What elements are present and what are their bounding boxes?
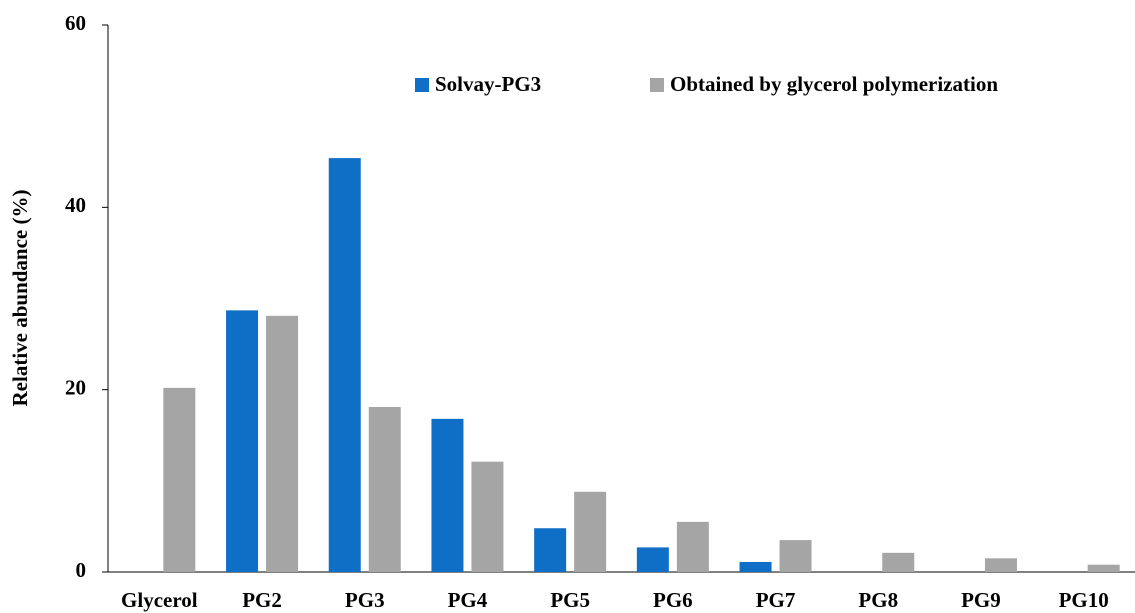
bar xyxy=(882,552,915,572)
bar xyxy=(984,558,1017,572)
x-tick-label: PG6 xyxy=(653,588,693,612)
bar xyxy=(676,521,709,572)
x-tick-label: PG8 xyxy=(858,588,898,612)
bar xyxy=(431,418,464,572)
legend-label: Obtained by glycerol polymerization xyxy=(670,72,998,96)
y-tick-label: 20 xyxy=(65,375,86,399)
x-tick-label: PG2 xyxy=(242,588,282,612)
bar xyxy=(163,387,196,572)
bar xyxy=(266,315,299,572)
x-tick-label: PG4 xyxy=(448,588,488,612)
bar xyxy=(368,406,401,572)
bar xyxy=(471,461,504,572)
bar xyxy=(1087,564,1120,572)
bar xyxy=(636,547,669,572)
bar xyxy=(534,528,567,572)
y-tick-label: 40 xyxy=(65,193,86,217)
legend-swatch xyxy=(415,78,429,92)
bar xyxy=(226,310,259,572)
legend-label: Solvay-PG3 xyxy=(435,72,541,96)
y-axis-label: Relative abundance (%) xyxy=(8,190,32,407)
y-tick-label: 60 xyxy=(65,11,86,35)
x-tick-label: PG5 xyxy=(550,588,590,612)
legend-swatch xyxy=(650,78,664,92)
bar xyxy=(779,540,812,572)
x-tick-label: PG3 xyxy=(345,588,385,612)
x-tick-label: PG9 xyxy=(961,588,1001,612)
x-tick-label: PG10 xyxy=(1059,588,1109,612)
bar xyxy=(328,158,361,572)
bar xyxy=(574,491,607,572)
x-tick-label: Glycerol xyxy=(121,588,198,612)
y-tick-label: 0 xyxy=(76,558,87,582)
x-tick-label: PG7 xyxy=(756,588,796,612)
bar xyxy=(739,561,772,572)
